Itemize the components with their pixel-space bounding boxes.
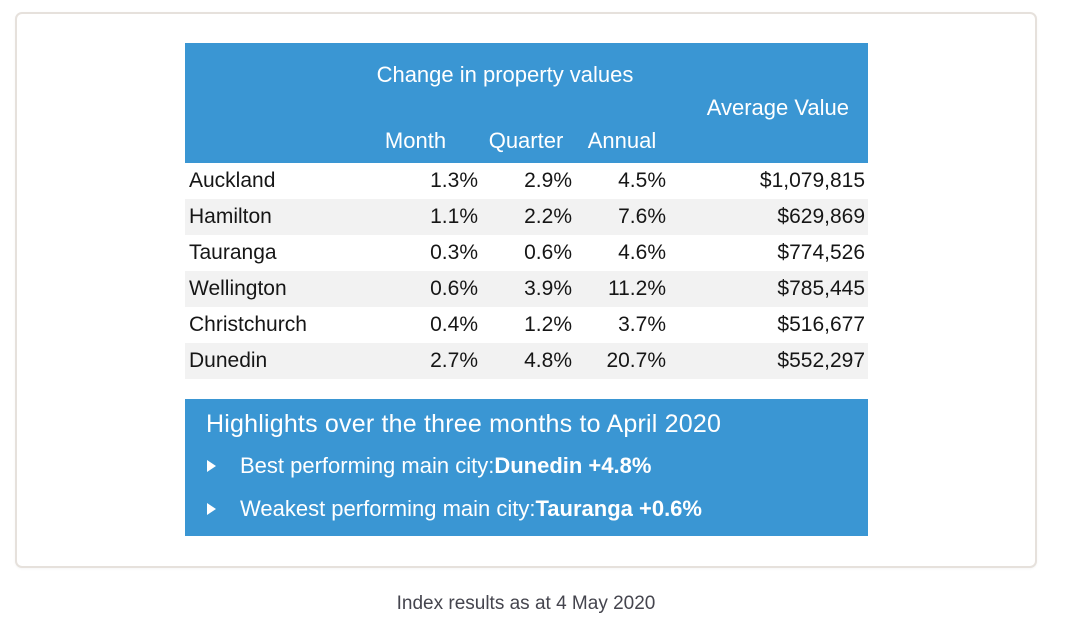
city-cell: Auckland <box>189 169 276 192</box>
table-title: Change in property values <box>376 62 634 87</box>
quarter-cell: 0.6% <box>524 241 572 264</box>
average-value-cell: $1,079,815 <box>759 169 865 192</box>
highlights-title: Highlights over the three months to Apri… <box>206 410 722 438</box>
average-value-cell: $552,297 <box>777 349 865 372</box>
city-cell: Wellington <box>189 277 287 300</box>
annual-cell: 3.7% <box>618 313 666 336</box>
table-body: Auckland 1.3% 2.9% 4.5% $1,079,815 Hamil… <box>185 163 868 379</box>
average-value-cell: $629,869 <box>777 205 865 228</box>
quarter-cell: 2.2% <box>524 205 572 228</box>
city-cell: Christchurch <box>189 313 307 336</box>
city-cell: Dunedin <box>189 349 268 372</box>
table-row-christchurch: Christchurch 0.4% 1.2% 3.7% $516,677 <box>185 307 868 343</box>
highlights-bullet-weakest: Weakest performing main city: Tauranga +… <box>207 496 868 522</box>
month-cell: 1.3% <box>430 169 478 192</box>
table-header: Change in property values Average Value … <box>185 43 868 163</box>
month-cell: 0.6% <box>430 277 478 300</box>
table-row-auckland: Auckland 1.3% 2.9% 4.5% $1,079,815 <box>185 163 868 199</box>
quarter-cell: 2.9% <box>524 169 572 192</box>
bullet-triangle-icon <box>207 503 216 515</box>
column-header-month: Month <box>384 128 447 153</box>
column-header-quarter: Quarter <box>488 128 564 153</box>
index-results-caption: Index results as at 4 May 2020 <box>396 593 656 614</box>
month-cell: 0.3% <box>430 241 478 264</box>
bullet-label: Weakest performing main city: <box>240 496 536 521</box>
bullet-triangle-icon <box>207 460 216 472</box>
bullet-value: Tauranga +0.6% <box>535 496 702 521</box>
bullet-value: Dunedin +4.8% <box>494 453 652 478</box>
annual-cell: 4.5% <box>618 169 666 192</box>
quarter-cell: 4.8% <box>524 349 572 372</box>
results-card: Change in property values Average Value … <box>15 12 1037 568</box>
column-header-average-value: Average Value <box>706 95 849 120</box>
bullet-label: Best performing main city: <box>240 453 495 478</box>
annual-cell: 7.6% <box>618 205 666 228</box>
quarter-cell: 3.9% <box>524 277 572 300</box>
annual-cell: 20.7% <box>606 349 666 372</box>
table-row-wellington: Wellington 0.6% 3.9% 11.2% $785,445 <box>185 271 868 307</box>
quarter-cell: 1.2% <box>524 313 572 336</box>
table-row-hamilton: Hamilton 1.1% 2.2% 7.6% $629,869 <box>185 199 868 235</box>
average-value-cell: $785,445 <box>777 277 865 300</box>
table-row-dunedin: Dunedin 2.7% 4.8% 20.7% $552,297 <box>185 343 868 379</box>
highlights-panel: Highlights over the three months to Apri… <box>185 399 868 536</box>
column-header-annual: Annual <box>587 128 657 153</box>
property-values-table: Change in property values Average Value … <box>185 43 868 379</box>
average-value-cell: $774,526 <box>777 241 865 264</box>
month-cell: 2.7% <box>430 349 478 372</box>
table-row-tauranga: Tauranga 0.3% 0.6% 4.6% $774,526 <box>185 235 868 271</box>
month-cell: 1.1% <box>430 205 478 228</box>
annual-cell: 11.2% <box>608 277 666 300</box>
annual-cell: 4.6% <box>618 241 666 264</box>
month-cell: 0.4% <box>430 313 478 336</box>
city-cell: Tauranga <box>189 241 277 264</box>
highlights-bullet-best: Best performing main city: Dunedin +4.8% <box>207 453 868 479</box>
city-cell: Hamilton <box>189 205 272 228</box>
average-value-cell: $516,677 <box>777 313 865 336</box>
